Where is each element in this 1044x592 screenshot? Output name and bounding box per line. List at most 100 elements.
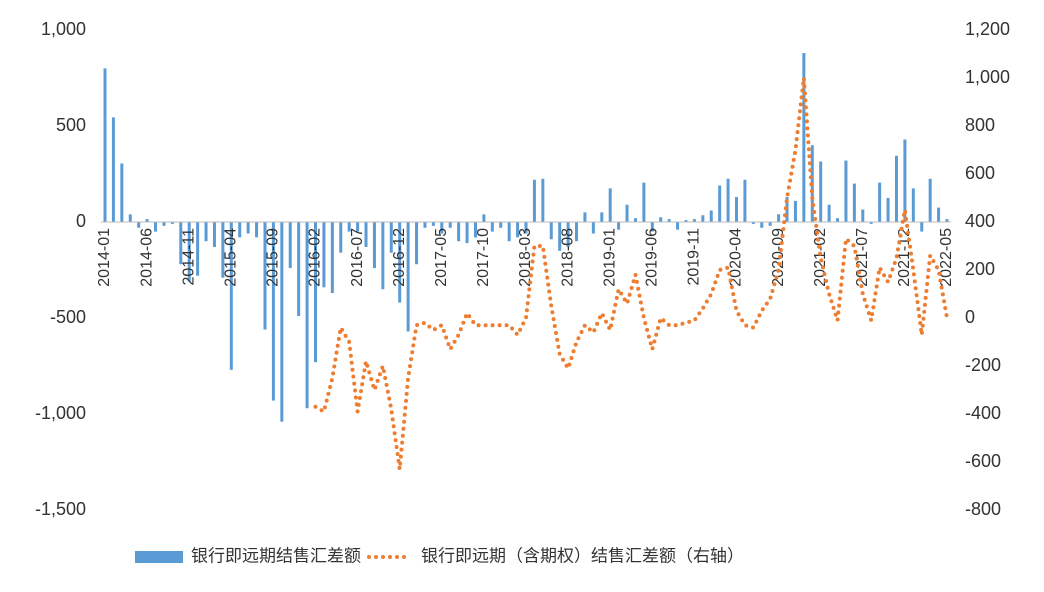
y-tick-label: -1,000: [35, 403, 86, 423]
bar: [937, 207, 941, 222]
bar: [212, 222, 216, 247]
bar: [372, 222, 376, 269]
bar: [633, 218, 637, 222]
bar: [625, 204, 629, 222]
bar: [389, 222, 393, 253]
bar: [869, 222, 873, 224]
line: [313, 77, 949, 470]
x-tick-label: 2018-03: [517, 228, 534, 287]
bar: [735, 197, 738, 222]
x-tick-label: 2014-06: [138, 228, 155, 287]
bar: [297, 222, 301, 317]
x-tick-label: 2017-10: [475, 228, 492, 287]
y2-tick-label: 400: [965, 211, 995, 231]
bar: [271, 222, 275, 401]
bar: [516, 222, 520, 238]
bar: [768, 222, 772, 226]
bar: [827, 204, 831, 222]
bar: [541, 178, 545, 222]
y-tick-label: -1,500: [35, 499, 86, 519]
bar: [920, 222, 924, 232]
bar: [499, 222, 503, 228]
bar: [229, 222, 233, 370]
bar: [246, 222, 250, 234]
bar: [861, 209, 865, 222]
bar: [179, 222, 183, 265]
legend-swatch: [135, 551, 183, 563]
bar: [339, 222, 343, 253]
x-tick-label: 2014-11: [180, 228, 197, 286]
legend-label: 银行即远期结售汇差额: [191, 546, 361, 565]
y-tick-label: -500: [50, 307, 86, 327]
bar: [238, 222, 242, 238]
bar: [154, 222, 158, 232]
bar: [280, 222, 284, 422]
bar: [170, 222, 174, 224]
bar: [726, 178, 730, 222]
x-tick-label: 2020-04: [728, 228, 745, 287]
bar: [103, 68, 107, 223]
bar: [162, 222, 166, 226]
y-tick-label: 0: [76, 211, 86, 231]
y2-tick-label: -800: [965, 499, 1001, 519]
bar: [473, 222, 477, 238]
bar: [743, 179, 747, 222]
bar: [305, 222, 309, 409]
bar: [642, 182, 646, 222]
bar: [532, 179, 536, 222]
bar: [701, 215, 705, 222]
legend-label: 银行即远期（含期权）结售汇差额（右轴）: [421, 546, 744, 565]
bar: [347, 222, 351, 232]
bar: [558, 222, 562, 251]
bar: [878, 182, 882, 222]
bar: [718, 185, 722, 222]
x-tick-label: 2014-01: [96, 228, 113, 287]
bar: [128, 214, 132, 222]
bar: [549, 222, 553, 240]
bar: [457, 222, 461, 242]
y2-tick-label: -200: [965, 355, 1001, 375]
x-tick-label: 2016-07: [349, 228, 366, 287]
bar: [440, 222, 444, 234]
bar: [928, 178, 932, 222]
bar: [650, 222, 654, 232]
y2-tick-label: 0: [965, 307, 975, 327]
bar: [566, 222, 570, 247]
x-tick-label: 2017-05: [433, 228, 450, 287]
bar: [600, 212, 604, 222]
bar: [314, 222, 317, 363]
y2-tick-label: -400: [965, 403, 1001, 423]
bar: [692, 219, 696, 222]
x-tick-label: 2021-12: [896, 228, 913, 287]
bar: [667, 219, 671, 222]
bar: [684, 220, 688, 222]
bar: [844, 160, 848, 222]
bar: [111, 117, 115, 222]
bar: [819, 161, 823, 222]
bar: [852, 183, 856, 222]
bar: [676, 222, 680, 230]
y2-tick-label: 200: [965, 259, 995, 279]
bar: [120, 163, 124, 222]
bar: [911, 188, 915, 222]
bar: [322, 222, 326, 288]
bar: [145, 219, 149, 222]
x-tick-label: 2019-01: [601, 228, 618, 287]
bar: [204, 222, 208, 242]
bar: [490, 222, 494, 232]
bar: [709, 210, 713, 222]
y-tick-label: 1,000: [41, 19, 86, 39]
bar: [608, 188, 612, 222]
bar: [617, 222, 621, 230]
bar: [802, 53, 806, 222]
bar: [448, 222, 452, 228]
bar: [894, 155, 898, 222]
x-tick-label: 2021-02: [812, 228, 829, 287]
x-tick-label: 2019-06: [644, 228, 661, 287]
bar: [482, 214, 486, 222]
bar: [137, 222, 141, 228]
y2-tick-label: 1,000: [965, 67, 1010, 87]
bar: [330, 222, 334, 294]
